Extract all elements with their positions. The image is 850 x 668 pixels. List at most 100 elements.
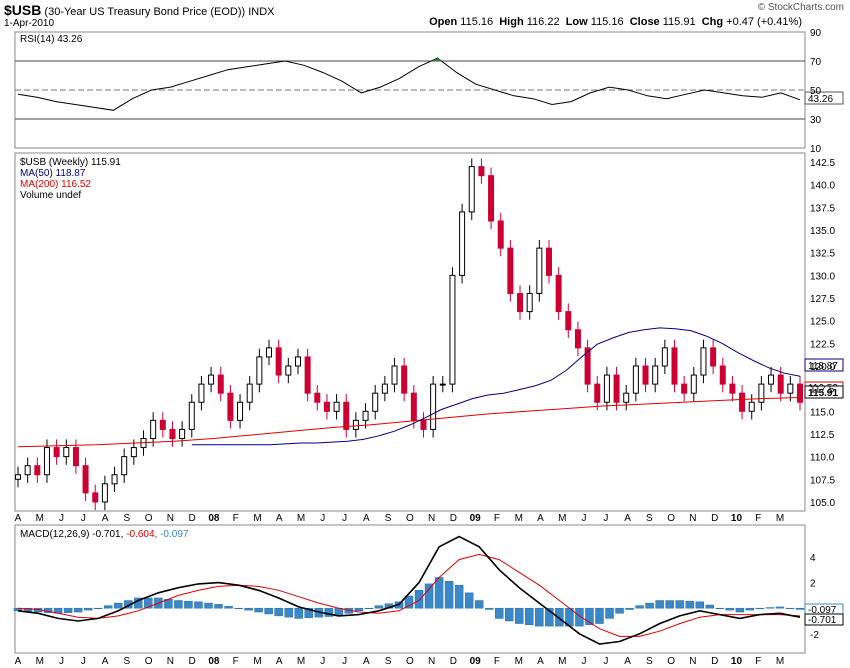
macd-legend-macd: -0.701, [92, 529, 123, 540]
price-candle [217, 374, 224, 394]
symbol: $USB [4, 2, 42, 18]
x-axis-month-label: 09 [470, 656, 482, 667]
price-y-tick: 120.0 [810, 362, 835, 373]
price-candle [517, 292, 524, 313]
price-candle [275, 347, 282, 376]
macd-histogram-bar [354, 607, 364, 612]
price-candle [227, 392, 234, 421]
macd-histogram-bar [404, 595, 414, 609]
x-axis-month-label: S [124, 513, 131, 524]
price-candle [671, 347, 678, 385]
price-candle [594, 383, 601, 403]
price-candle [748, 401, 755, 412]
price-y-tick: 112.5 [810, 430, 835, 441]
price-legend-entry: MA(200) 116.52 [20, 179, 91, 190]
x-axis-month-label: F [494, 513, 500, 524]
price-candle [777, 374, 784, 394]
x-axis-month-label: M [297, 513, 305, 524]
macd-histogram-bar [114, 602, 123, 609]
x-axis-month-label: F [494, 656, 500, 667]
x-axis-month-label: S [385, 656, 392, 667]
price-y-tick: 110.0 [810, 453, 835, 464]
macd-histogram-bar [535, 607, 544, 627]
price-candle [256, 356, 263, 385]
macd-hist-last-value: -0.097 [808, 605, 837, 616]
macd-histogram-bar [364, 607, 374, 609]
price-candle [555, 274, 562, 313]
price-candle [130, 447, 137, 458]
price-candle [121, 456, 128, 476]
price-candle [82, 465, 89, 494]
price-candle [729, 383, 736, 394]
rsi-overbought-fill [431, 58, 444, 61]
macd-histogram-bar [755, 607, 765, 609]
price-candle [285, 365, 292, 376]
price-y-tick: 105.0 [810, 498, 835, 509]
x-axis-month-label: J [59, 656, 64, 667]
x-axis-month-label: M [515, 656, 523, 667]
x-axis-month-label: F [755, 513, 761, 524]
macd-histogram-bar [484, 607, 494, 610]
price-y-tick: 140.0 [810, 181, 835, 192]
macd-histogram-bar [174, 600, 183, 609]
macd-histogram-bar [284, 607, 293, 618]
rsi-y-tick: 70 [810, 57, 822, 68]
price-candle [439, 383, 446, 386]
price-y-tick: 142.5 [810, 158, 835, 169]
macd-histogram-bar [414, 590, 424, 609]
open-value: 115.16 [460, 16, 494, 28]
macd-histogram-bar [635, 605, 644, 609]
macd-y-tick: 2 [810, 579, 816, 590]
x-axis-month-label: D [450, 513, 457, 524]
macd-histogram-bar [585, 607, 594, 626]
price-candle [401, 365, 408, 394]
macd-histogram-bar [434, 577, 444, 609]
macd-histogram-bar [204, 602, 213, 609]
low-value: 115.16 [590, 16, 624, 28]
price-candle [787, 383, 794, 394]
price-y-tick: 107.5 [810, 475, 835, 486]
x-axis-month-label: J [342, 656, 347, 667]
x-axis-month-label: J [81, 656, 86, 667]
price-candle [632, 365, 639, 394]
x-axis-month-label: N [689, 656, 696, 667]
macd-histogram-bar [274, 607, 283, 617]
macd-y-tick: -2 [810, 630, 819, 641]
ma200-line [17, 397, 801, 448]
macd-histogram-bar [745, 607, 755, 611]
price-candle [507, 247, 514, 294]
macd-histogram-bar [695, 601, 704, 609]
macd-histogram-bar [144, 597, 153, 609]
x-axis-month-label: A [363, 656, 370, 667]
x-axis-month-label: 08 [208, 656, 220, 667]
x-axis-month-label: 10 [731, 656, 743, 667]
x-axis-month-label: O [667, 656, 675, 667]
rsi-y-tick: 30 [810, 115, 822, 126]
macd-histogram-bar [615, 607, 624, 614]
x-axis-month-label: J [320, 513, 325, 524]
price-candle [266, 347, 273, 358]
open-label: Open [429, 16, 458, 28]
rsi-last-value: 43.26 [808, 94, 833, 105]
macd-histogram-bar [214, 604, 223, 609]
price-candle [246, 383, 253, 403]
price-candle [613, 374, 620, 403]
macd-legend-signal: -0.604, [126, 529, 157, 540]
macd-histogram-bar [234, 607, 243, 609]
x-axis-month-label: O [406, 656, 414, 667]
x-axis-month-label: J [342, 513, 347, 524]
x-axis-month-label: N [167, 656, 174, 667]
price-candle [34, 465, 41, 476]
price-candle [294, 356, 301, 367]
macd-histogram-bar [545, 607, 554, 627]
x-axis-month-label: M [297, 656, 305, 667]
macd-histogram-bar [575, 607, 584, 627]
macd-histogram-bar [244, 607, 253, 611]
price-candle [304, 356, 311, 394]
macd-histogram-bar [765, 607, 775, 609]
macd-histogram-bar [595, 607, 604, 624]
price-candle [323, 401, 330, 412]
x-axis-month-label: A [102, 513, 109, 524]
